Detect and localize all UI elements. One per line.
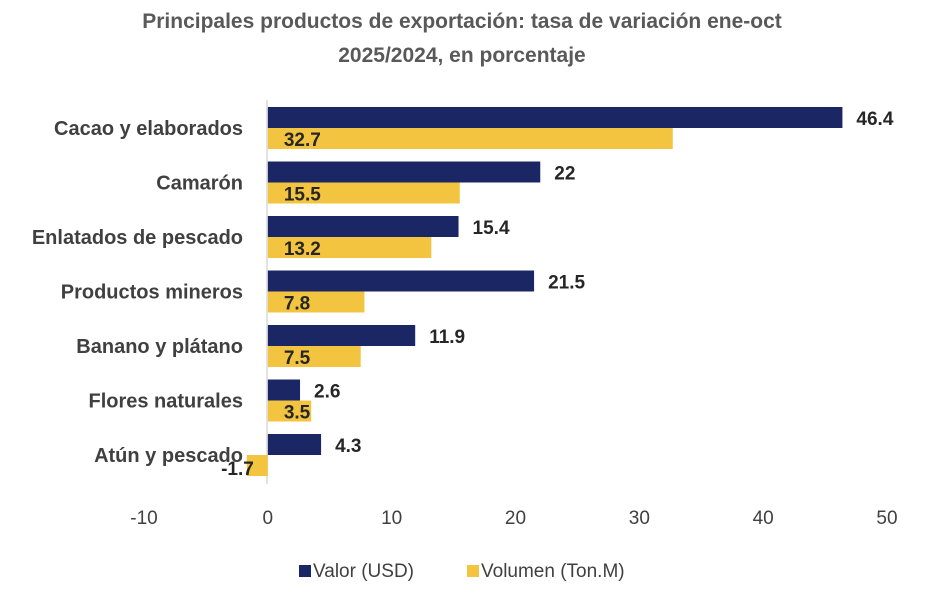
category-label-camaron: Camarón bbox=[156, 173, 243, 195]
volumen-bar-camaron bbox=[267, 182, 460, 204]
valor-label-productos-mineros: 21.5 bbox=[548, 273, 585, 294]
valor-label-atun-y-pescado: 4.3 bbox=[335, 436, 361, 457]
volumen-label-cacao-y-elaborados: 32.7 bbox=[284, 130, 321, 151]
legend-label-volumen: Volumen (Ton.M) bbox=[481, 561, 625, 582]
chart-title-line-2: 2025/2024, en porcentaje bbox=[338, 44, 585, 67]
x-tick-label: 40 bbox=[753, 508, 774, 529]
valor-label-cacao-y-elaborados: 46.4 bbox=[856, 109, 893, 130]
volumen-bar-productos-mineros bbox=[267, 291, 365, 313]
volumen-label-banano-y-platano: 7.5 bbox=[284, 348, 311, 369]
category-label-flores-naturales: Flores naturales bbox=[88, 391, 243, 413]
category-label-banano-y-platano: Banano y plátano bbox=[76, 336, 243, 358]
x-tick-label: -10 bbox=[130, 508, 157, 529]
valor-label-camaron: 22 bbox=[554, 164, 575, 185]
valor-bar-flores-naturales bbox=[267, 379, 301, 401]
volumen-bar-enlatados-de-pescado bbox=[267, 237, 432, 258]
x-tick-label: 30 bbox=[629, 508, 650, 529]
volumen-label-flores-naturales: 3.5 bbox=[284, 403, 311, 424]
valor-label-banano-y-platano: 11.9 bbox=[429, 327, 465, 348]
volumen-bar-flores-naturales bbox=[267, 400, 312, 422]
valor-bar-productos-mineros bbox=[267, 270, 535, 292]
x-tick-label: 20 bbox=[505, 508, 526, 529]
chart-title-line-1: Principales productos de exportación: ta… bbox=[142, 10, 782, 33]
valor-bar-camaron bbox=[267, 161, 541, 183]
x-tick-label: 50 bbox=[876, 508, 897, 529]
volumen-label-enlatados-de-pescado: 13.2 bbox=[284, 239, 321, 260]
x-tick-label: 10 bbox=[381, 508, 402, 529]
x-tick-label: 0 bbox=[263, 508, 274, 529]
volumen-bar-atun-y-pescado bbox=[246, 455, 268, 476]
category-label-cacao-y-elaborados: Cacao y elaborados bbox=[54, 118, 243, 140]
valor-bar-cacao-y-elaborados bbox=[267, 107, 843, 128]
valor-bar-atun-y-pescado bbox=[267, 434, 322, 455]
volumen-bar-banano-y-platano bbox=[267, 346, 361, 367]
valor-label-enlatados-de-pescado: 15.4 bbox=[473, 218, 510, 239]
category-label-enlatados-de-pescado: Enlatados de pescado bbox=[32, 227, 243, 249]
volumen-bar-cacao-y-elaborados bbox=[267, 128, 673, 149]
valor-label-flores-naturales: 2.6 bbox=[314, 382, 340, 403]
valor-bar-banano-y-platano bbox=[267, 325, 416, 346]
volumen-label-atun-y-pescado: -1.7 bbox=[221, 459, 254, 480]
category-label-productos-mineros: Productos mineros bbox=[61, 282, 243, 304]
volumen-label-camaron: 15.5 bbox=[284, 185, 321, 206]
legend-label-valor: Valor (USD) bbox=[313, 561, 414, 582]
legend-swatch-valor bbox=[299, 565, 311, 577]
volumen-label-productos-mineros: 7.8 bbox=[284, 294, 310, 315]
valor-bar-enlatados-de-pescado bbox=[267, 216, 459, 237]
legend-swatch-volumen bbox=[467, 565, 479, 577]
category-label-atun-y-pescado: Atún y pescado bbox=[94, 445, 243, 467]
legend: Valor (USD) Volumen (Ton.M) bbox=[299, 561, 625, 582]
chart-title: Principales productos de exportación: ta… bbox=[142, 10, 782, 67]
